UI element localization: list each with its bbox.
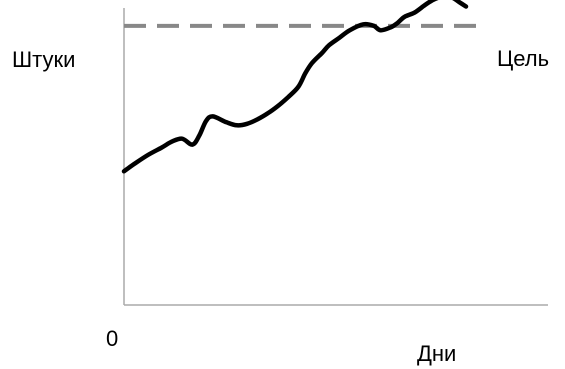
x-axis-label: Дни — [417, 341, 457, 366]
goal-label: Цель — [497, 46, 550, 71]
origin-label: 0 — [106, 326, 119, 351]
y-axis-label: Штуки — [12, 47, 76, 72]
series-line — [121, 0, 469, 174]
